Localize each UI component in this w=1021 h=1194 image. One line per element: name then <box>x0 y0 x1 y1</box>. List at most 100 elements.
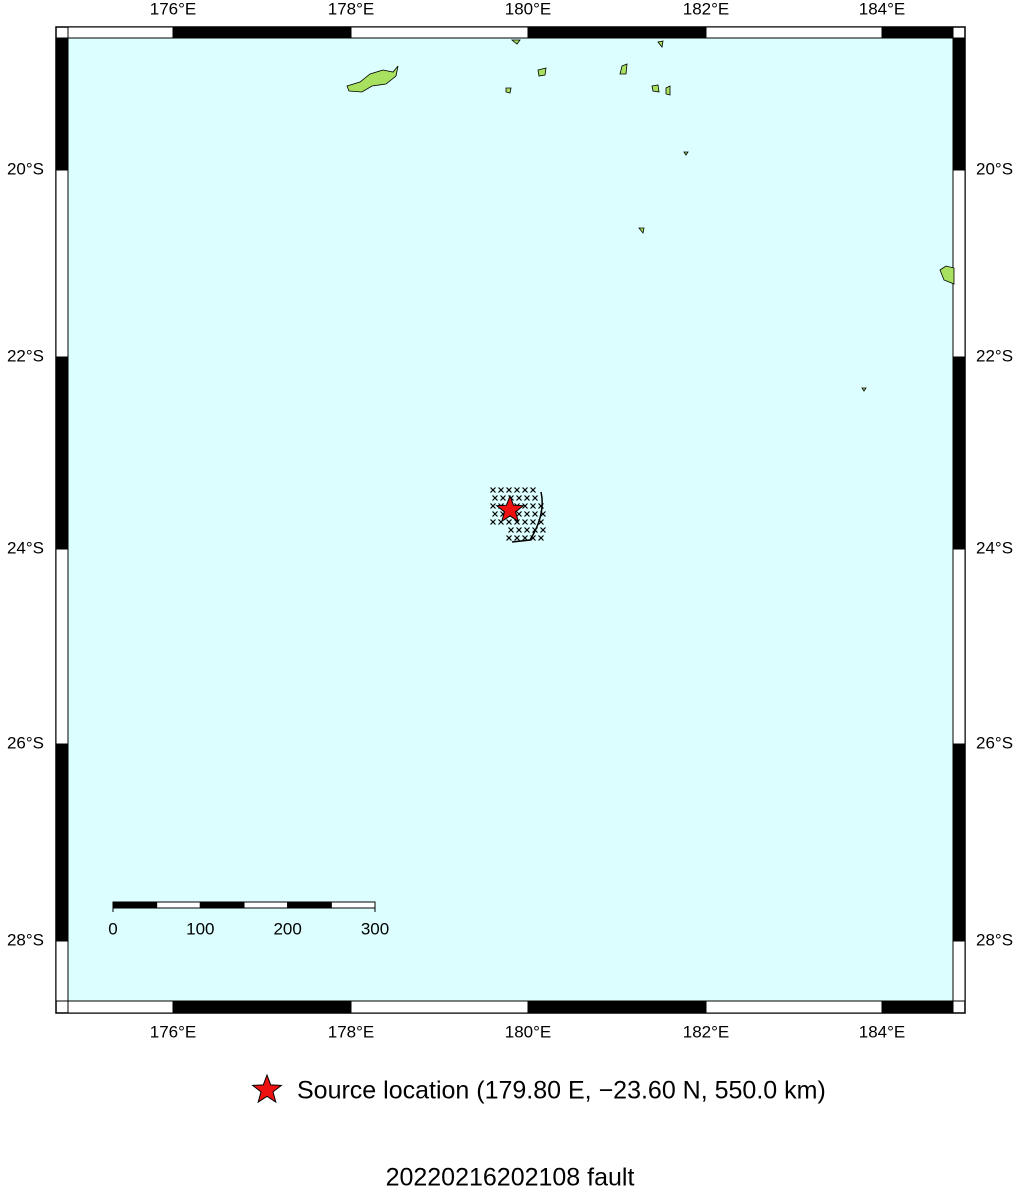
fault-cell <box>508 527 514 533</box>
islands <box>346 39 955 392</box>
lat-tick-label: 28°S <box>976 930 1013 949</box>
frame-bar <box>952 940 966 1002</box>
legend-label: Source location (179.80 E, −23.60 N, 550… <box>297 1077 826 1105</box>
lat-tick-label: 24°S <box>7 538 44 557</box>
frame-bar <box>55 356 69 550</box>
frame-bar <box>55 940 69 1002</box>
frame-bar <box>952 169 966 358</box>
fault-cell <box>498 487 504 493</box>
scale-label: 200 <box>273 919 301 938</box>
fault-cell <box>516 495 522 501</box>
frame-bar <box>55 169 69 358</box>
fault-cell <box>524 495 530 501</box>
lon-tick-label: 180°E <box>505 1022 552 1041</box>
scale-segment <box>199 901 245 909</box>
scale-label: 100 <box>186 919 214 938</box>
lat-tick-label: 22°S <box>7 346 44 365</box>
frame-bar <box>67 26 174 39</box>
frame-bar <box>952 356 966 550</box>
frame-bar <box>55 37 69 171</box>
fault-cell <box>516 527 522 533</box>
fault-cell <box>522 519 528 525</box>
lat-tick-label: 20°S <box>976 159 1013 178</box>
island <box>505 87 512 94</box>
scale-segment <box>287 901 332 909</box>
fault-cell <box>514 535 520 541</box>
scale-segment <box>112 901 158 909</box>
island <box>683 151 689 156</box>
island <box>939 265 955 285</box>
frame-bar <box>350 1000 529 1014</box>
fault-trace <box>511 491 543 543</box>
island <box>346 65 399 93</box>
frame-bar <box>881 26 954 39</box>
fault-cell <box>524 527 530 533</box>
fault-cell <box>530 519 536 525</box>
frame-bar <box>705 1000 883 1014</box>
scale-label: 0 <box>108 919 117 938</box>
island <box>619 63 628 75</box>
fault-cell <box>492 495 498 501</box>
lon-tick-label: 178°E <box>328 1022 375 1041</box>
island <box>651 84 660 93</box>
scale-label: 300 <box>361 919 389 938</box>
frame-bar <box>527 26 707 39</box>
island <box>665 85 671 96</box>
frame-bar <box>172 1000 352 1014</box>
island <box>510 39 521 45</box>
fault-cell <box>532 511 538 517</box>
frame-bar <box>350 26 529 39</box>
island <box>638 227 645 234</box>
frame-bar <box>172 26 352 39</box>
lon-tick-label: 180°E <box>505 0 552 18</box>
lat-tick-label: 20°S <box>7 159 44 178</box>
source-star <box>495 494 525 523</box>
scale-bar: 0 100 200 300 <box>108 901 389 938</box>
fault-cell <box>514 519 520 525</box>
frame-bar <box>705 26 883 39</box>
fault-cell <box>530 503 536 509</box>
island <box>861 387 867 392</box>
lon-tick-label: 178°E <box>328 0 375 18</box>
lat-tick-label: 22°S <box>976 346 1013 365</box>
frame-bar <box>55 548 69 745</box>
fault-cell <box>492 511 498 517</box>
fault-cell <box>514 487 520 493</box>
lat-tick-label: 26°S <box>7 733 44 752</box>
frame-bar <box>881 1000 954 1014</box>
fault-cell <box>538 535 544 541</box>
lon-tick-label: 182°E <box>683 0 730 18</box>
fault-cell <box>522 487 528 493</box>
fault-cell <box>490 519 496 525</box>
fault-cell <box>530 487 536 493</box>
frame-bar <box>952 548 966 745</box>
fault-cell <box>506 519 512 525</box>
lon-tick-label: 182°E <box>683 1022 730 1041</box>
frame-bar <box>527 1000 707 1014</box>
fault-cell <box>490 487 496 493</box>
legend-star <box>251 1073 283 1104</box>
lon-tick-label: 184°E <box>859 0 906 18</box>
fault-cell <box>522 503 528 509</box>
lat-tick-label: 26°S <box>976 733 1013 752</box>
frame-bar <box>952 37 966 171</box>
lon-tick-label: 184°E <box>859 1022 906 1041</box>
fault-cell <box>506 487 512 493</box>
lat-tick-label: 24°S <box>976 538 1013 557</box>
island <box>537 67 547 77</box>
lat-tick-label: 28°S <box>7 930 44 949</box>
frame-bar <box>952 743 966 942</box>
scale-segment <box>330 901 376 909</box>
scale-segment <box>156 901 201 909</box>
fault-cell <box>490 503 496 509</box>
fault-cell <box>500 495 506 501</box>
scale-segment <box>243 901 289 909</box>
island <box>657 40 664 48</box>
ocean <box>67 37 954 1002</box>
fault-cell <box>506 535 512 541</box>
lon-tick-label: 176°E <box>150 1022 197 1041</box>
fault-cell <box>524 511 530 517</box>
frame-bars <box>55 26 966 1014</box>
frame-bar <box>67 1000 174 1014</box>
